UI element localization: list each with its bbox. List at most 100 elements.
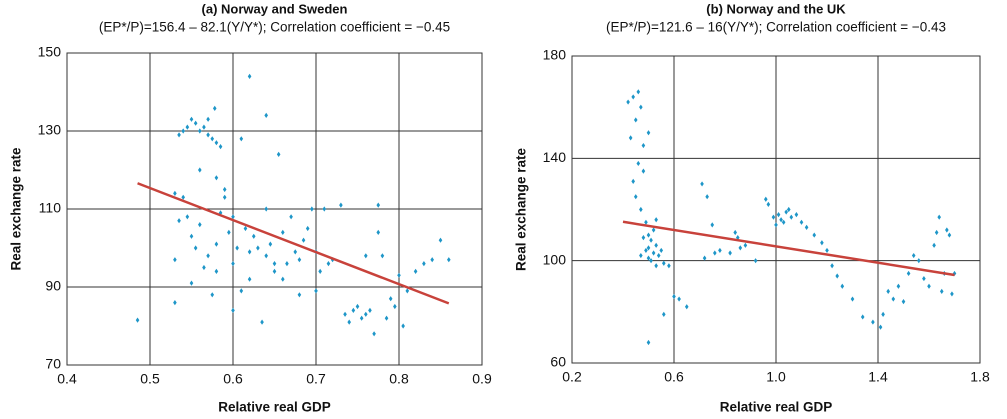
scatter-point — [922, 275, 926, 282]
x-tick-label: 1.8 — [970, 369, 990, 385]
scatter-point — [631, 178, 635, 184]
scatter-point — [945, 227, 949, 233]
scatter-point — [247, 249, 252, 255]
scatter-point — [860, 314, 865, 320]
scatter-point — [247, 276, 252, 282]
scatter-point — [214, 268, 219, 274]
scatter-point — [210, 292, 215, 298]
scatter-point — [173, 300, 177, 306]
scatter-point — [189, 280, 194, 286]
scatter-point — [376, 202, 381, 208]
scatter-point — [886, 288, 890, 294]
scatter-point — [906, 270, 911, 277]
scatter-point — [764, 196, 768, 202]
scatter-point — [173, 190, 177, 196]
y-axis-label: Real exchange rate — [514, 147, 529, 271]
scatter-point — [628, 135, 633, 141]
scatter-point — [649, 237, 653, 243]
y-tick-label: 70 — [45, 356, 61, 372]
scatter-point — [700, 181, 704, 187]
scatter-point — [649, 258, 653, 264]
scatter-point — [728, 250, 732, 256]
y-tick-label: 180 — [543, 47, 567, 63]
scatter-point — [771, 214, 776, 220]
scatter-point — [413, 268, 418, 274]
scatter-point — [644, 247, 648, 254]
fit-line — [622, 220, 955, 277]
x-tick-label: 0.2 — [562, 369, 582, 385]
scatter-point — [272, 261, 277, 267]
scatter-point — [911, 252, 916, 259]
y-tick-label: 90 — [45, 278, 61, 294]
scatter-point — [214, 140, 219, 146]
scatter-point — [633, 117, 638, 123]
scatter-point — [735, 235, 740, 241]
scatter-point — [231, 261, 235, 267]
scatter-point — [368, 307, 372, 313]
scatter-point — [214, 241, 219, 247]
scatter-point — [355, 303, 360, 310]
scatter-point — [401, 323, 405, 329]
scatter-point — [281, 276, 285, 282]
scatter-point — [177, 132, 181, 138]
scatter-point — [950, 291, 954, 297]
scatter-point — [667, 263, 671, 269]
scatter-point — [784, 209, 788, 215]
scatter-point — [305, 225, 310, 232]
scatter-point — [881, 311, 885, 317]
scatter-point — [193, 120, 198, 126]
scatter-point — [654, 217, 658, 223]
scatter-point — [314, 288, 318, 294]
y-tick-label: 60 — [550, 354, 566, 370]
scatter-point — [631, 94, 635, 100]
scatter-point — [812, 232, 817, 238]
scatter-point — [256, 245, 260, 251]
scatter-point — [214, 175, 219, 181]
chart-title: (a) Norway and Sweden — [202, 1, 348, 16]
scatter-point — [364, 253, 368, 259]
scatter-point — [297, 292, 302, 298]
scatter-point — [636, 89, 641, 95]
scatter-point — [231, 307, 235, 313]
scatter-point — [339, 202, 343, 208]
scatter-point — [268, 241, 273, 247]
scatter-point — [347, 319, 351, 325]
scatter-point — [393, 303, 397, 310]
scatter-point — [656, 252, 661, 259]
scatter-point — [927, 283, 931, 289]
scatter-point — [641, 235, 646, 241]
scatter-point — [135, 317, 140, 323]
chart-subtitle: (EP*/P)=121.6 – 16(Y/Y*); Correlation co… — [606, 20, 946, 35]
x-tick-label: 0.4 — [57, 371, 77, 387]
x-tick-label: 1.0 — [766, 369, 786, 385]
y-tick-label: 130 — [38, 122, 62, 138]
scatter-point — [776, 212, 781, 218]
scatter-point — [372, 331, 376, 337]
scatter-point — [376, 229, 381, 235]
scatter-point — [206, 253, 210, 259]
x-tick-label: 0.6 — [223, 371, 243, 387]
scatter-point — [934, 229, 939, 236]
scatter-point — [243, 225, 248, 232]
scatter-point — [322, 206, 327, 212]
x-tick-label: 0.5 — [140, 371, 160, 387]
scatter-point — [193, 245, 198, 251]
scatter-point — [173, 257, 177, 263]
scatter-point — [743, 242, 748, 248]
scatter-point — [210, 136, 215, 142]
scatter-point — [422, 261, 426, 267]
scatter-point — [185, 214, 190, 220]
scatter-point — [753, 258, 758, 264]
scatter-point — [878, 324, 883, 330]
scatter-point — [677, 296, 681, 302]
scatter-point — [198, 167, 202, 173]
y-tick-label: 100 — [543, 251, 567, 267]
scatter-point — [789, 214, 794, 220]
scatter-point — [177, 218, 181, 224]
scatter-point — [206, 116, 210, 122]
scatter-point — [202, 124, 206, 130]
scatter-point — [438, 237, 443, 243]
scatter-point — [343, 311, 347, 317]
scatter-point — [654, 242, 658, 248]
